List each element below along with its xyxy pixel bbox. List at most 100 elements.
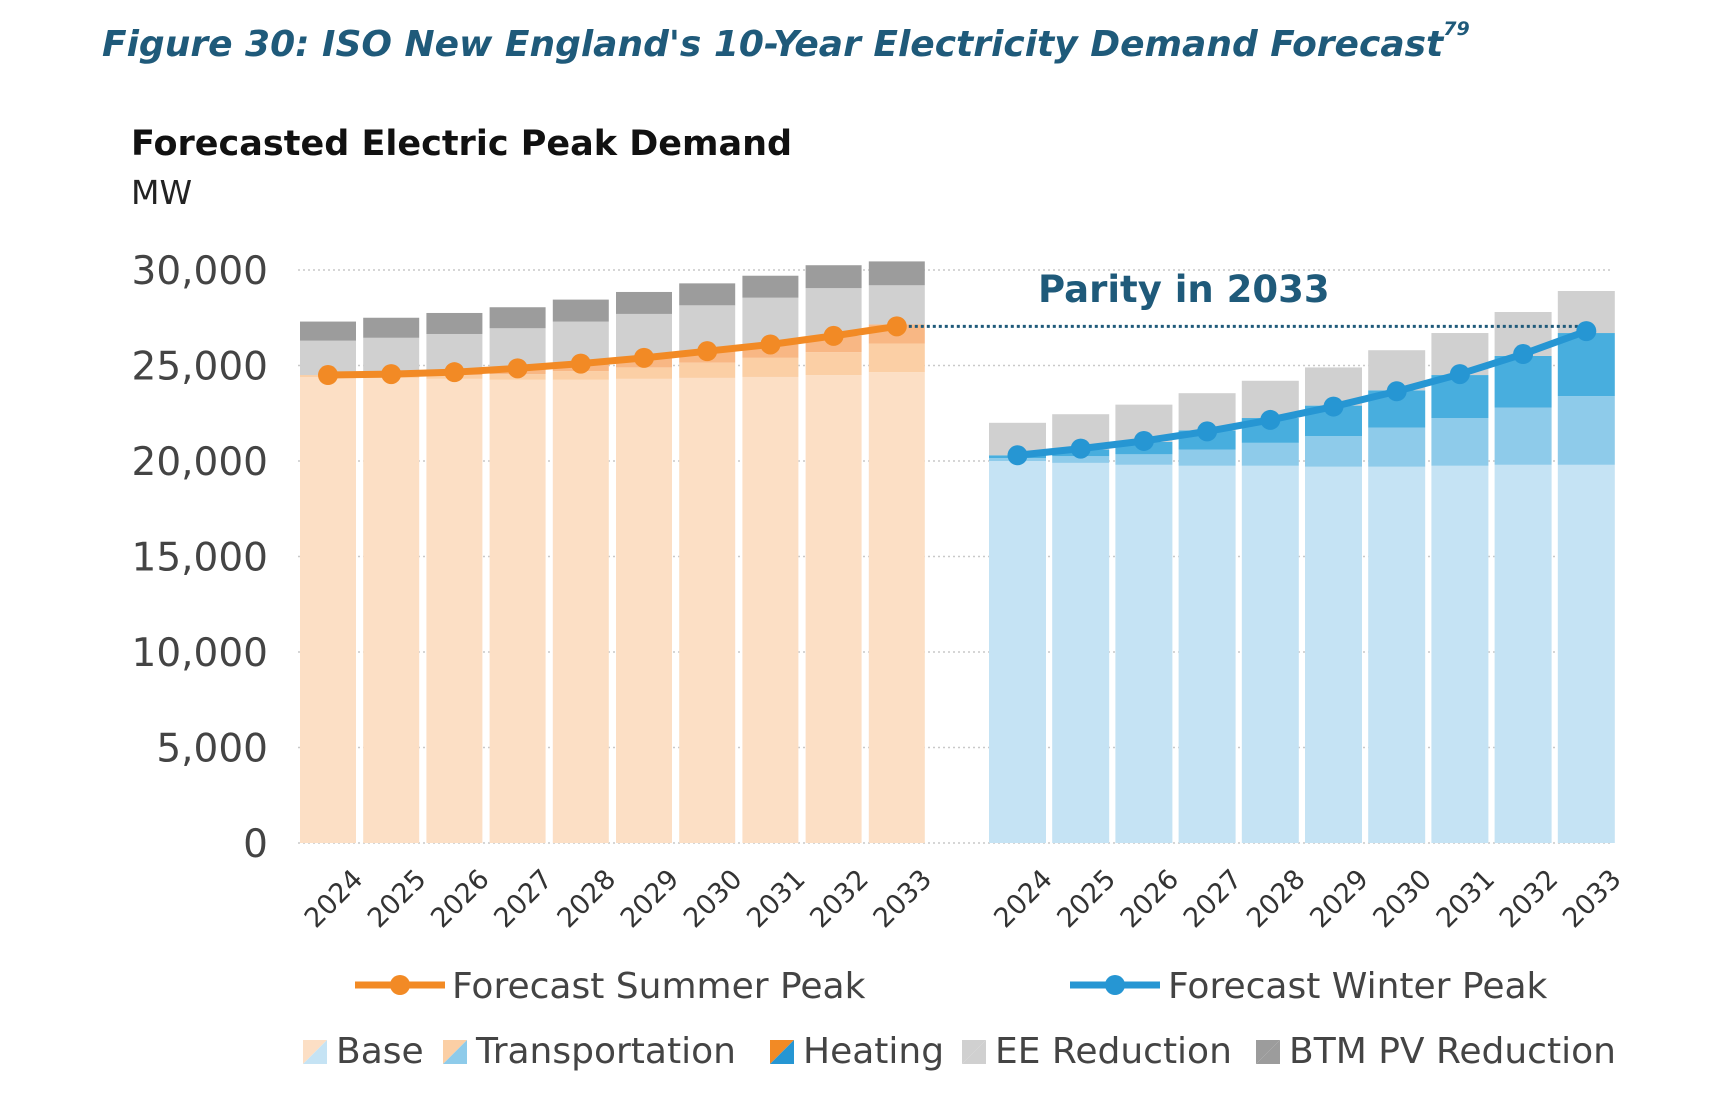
summer-x-tick-label: 2031 (741, 864, 812, 935)
legend-summer-peak-marker (390, 975, 410, 995)
legend-swatch-transportation-winter (443, 1040, 467, 1064)
summer-bar-btm-pv-reduction (868, 261, 925, 286)
summer-bar-transportation (552, 371, 609, 380)
figure-caption: Figure 30: ISO New England's 10-Year Ele… (102, 18, 1470, 65)
winter-bar-transportation (1115, 454, 1173, 465)
winter-peak-point (1323, 396, 1344, 417)
stacked-bars (300, 261, 1615, 843)
summer-peak-point (570, 353, 591, 374)
summer-bar-btm-pv-reduction (679, 283, 736, 306)
summer-bar-btm-pv-reduction (489, 307, 546, 329)
legend-label-transportation: Transportation (475, 1031, 736, 1072)
winter-bar-transportation (1241, 442, 1299, 466)
winter-x-tick-label: 2029 (1304, 864, 1375, 935)
legend-swatch-base-winter (303, 1040, 327, 1064)
legend-label-base: Base (336, 1031, 424, 1072)
winter-x-tick-label: 2033 (1557, 864, 1628, 935)
summer-peak-point (886, 316, 907, 337)
winter-bar-base (1494, 464, 1552, 843)
winter-x-tick-label: 2031 (1431, 864, 1502, 935)
winter-bar-transportation (1368, 427, 1426, 467)
winter-peak-point (1260, 409, 1281, 430)
gridlines (298, 269, 1610, 844)
winter-bar-transportation (1431, 418, 1489, 466)
summer-bar-btm-pv-reduction (300, 321, 356, 341)
winter-bar-transportation (1052, 456, 1110, 463)
summer-peak-point (823, 325, 844, 346)
summer-bar-transportation (742, 357, 799, 377)
winter-bar-base (1115, 464, 1173, 843)
peak-lines (318, 316, 1597, 466)
winter-bar-base (989, 461, 1046, 843)
summer-bar-base (742, 376, 799, 843)
summer-bar-base (616, 378, 672, 843)
winter-peak-point (1386, 381, 1407, 402)
winter-x-tick-label: 2032 (1494, 864, 1565, 935)
y-axis-ticks: 0 5,000 10,000 15,000 20,000 25,000 30,000 (132, 249, 268, 867)
summer-x-tick-label: 2028 (552, 864, 623, 935)
summer-peak-point (318, 365, 338, 386)
summer-bar-transportation (616, 367, 672, 379)
summer-peak-point (697, 341, 718, 362)
winter-x-tick-label: 2027 (1178, 864, 1249, 935)
legend-swatch-heating-winter (770, 1040, 794, 1064)
summer-peak-point (634, 347, 654, 368)
summer-bar-base (489, 379, 546, 843)
summer-bar-base (805, 375, 862, 843)
winter-bar-transportation (1178, 449, 1236, 466)
summer-bar-base (426, 378, 483, 843)
legend-summer-peak-label: Forecast Summer Peak (452, 966, 866, 1007)
summer-bar-btm-pv-reduction (552, 299, 609, 322)
chart-title: Forecasted Electric Peak Demand (131, 124, 792, 164)
winter-peak-point (1513, 344, 1534, 365)
summer-x-tick-label: 2024 (299, 864, 370, 935)
summer-x-tick-label: 2025 (362, 864, 433, 935)
summer-bar-base (679, 377, 736, 843)
summer-x-tick-label: 2027 (488, 864, 559, 935)
y-tick-label: 0 (243, 822, 268, 867)
winter-x-tick-label: 2024 (988, 864, 1059, 935)
summer-bar-btm-pv-reduction (426, 312, 483, 334)
summer-peak-line (327, 322, 898, 379)
winter-peak-point (1007, 445, 1028, 466)
summer-bar-base (552, 379, 609, 843)
y-tick-label: 10,000 (132, 631, 268, 676)
winter-bar-transportation (1494, 407, 1552, 465)
legend-label-ee-reduction: EE Reduction (995, 1031, 1232, 1072)
y-tick-label: 15,000 (132, 536, 268, 581)
figure-caption-text: Figure 30: ISO New England's 10-Year Ele… (102, 24, 1444, 65)
winter-peak-point (1197, 421, 1218, 442)
winter-x-tick-label: 2025 (1051, 864, 1122, 935)
summer-peak-point (760, 334, 781, 355)
winter-peak-point (1133, 430, 1154, 451)
summer-bar-btm-pv-reduction (805, 265, 862, 289)
footnote-ref: 79 (1443, 18, 1470, 40)
legend: Forecast Summer Peak Forecast Winter Peak… (303, 966, 1616, 1072)
y-tick-label: 5,000 (156, 727, 268, 772)
y-tick-label: 30,000 (132, 249, 268, 294)
legend-winter-peak-marker (1105, 975, 1125, 995)
winter-peak-line (1017, 327, 1588, 459)
summer-x-tick-label: 2033 (868, 864, 939, 935)
winter-peak-point (1070, 438, 1091, 459)
winter-bar-transportation (1557, 396, 1615, 465)
summer-bar-base (868, 372, 925, 843)
summer-x-tick-label: 2032 (804, 864, 875, 935)
winter-bar-base (1431, 465, 1489, 843)
summer-x-tick-label: 2029 (615, 864, 686, 935)
legend-swatch-ee-reduction-winter (962, 1040, 986, 1064)
x-axis-ticks: 2024202520262027202820292030203120322033… (299, 864, 1628, 935)
winter-peak-point (1449, 364, 1470, 385)
legend-swatch-btm-pv-reduction-winter (1256, 1040, 1280, 1064)
summer-bar-btm-pv-reduction (742, 275, 799, 298)
winter-bar-transportation (1305, 436, 1362, 467)
summer-bar-btm-pv-reduction (363, 317, 420, 338)
winter-x-tick-label: 2030 (1367, 864, 1438, 935)
legend-label-btm-pv-reduction: BTM PV Reduction (1289, 1031, 1616, 1072)
y-tick-label: 25,000 (132, 345, 268, 390)
summer-bar-transportation (868, 343, 925, 373)
winter-bar-base (1178, 465, 1236, 843)
summer-peak-point (444, 362, 465, 383)
summer-peak-point (507, 358, 528, 379)
